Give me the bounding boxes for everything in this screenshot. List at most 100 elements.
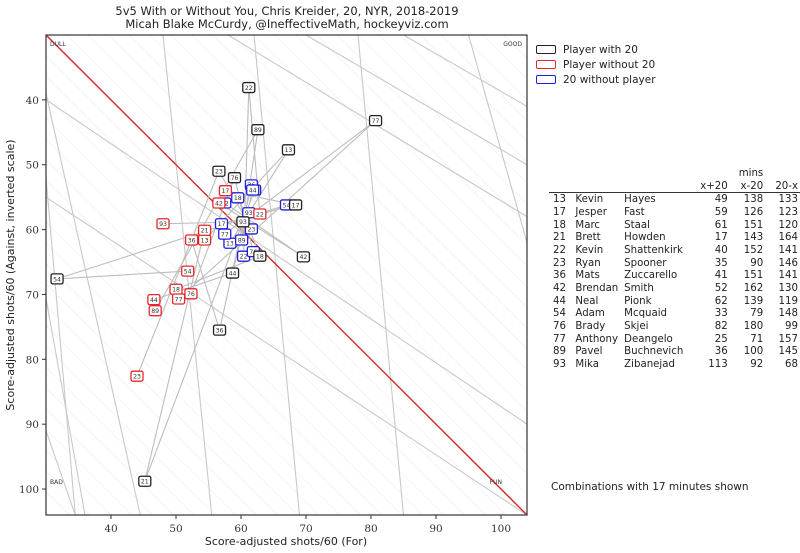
corner-label-good: GOOD xyxy=(503,41,522,48)
faint-guide-line xyxy=(461,35,527,101)
player-number: 21 xyxy=(553,232,566,244)
marker-player-with-20-21: 21 xyxy=(138,475,152,487)
legend-item-20-without: 20 without player xyxy=(536,72,656,87)
mins-20-without: 146 xyxy=(778,257,798,269)
player-number: 77 xyxy=(553,333,566,345)
last-name: Staal xyxy=(624,219,650,231)
roster-row: 76 Brady Skjei 82 180 99 xyxy=(549,320,800,333)
marker-label: 36 xyxy=(216,328,224,335)
roster-row: 44 Neal Pionk 62 139 119 xyxy=(549,295,800,308)
col-header: 20-x xyxy=(765,179,800,194)
y-tick-label: 70 xyxy=(26,289,39,301)
mins-20-without: 119 xyxy=(778,295,798,307)
y-tick-label: 60 xyxy=(26,225,39,237)
mins-with: 41 xyxy=(714,270,728,282)
mins-with: 17 xyxy=(714,232,728,244)
marker-label: 22 xyxy=(245,85,253,92)
mins-20-without: 141 xyxy=(778,270,798,282)
faint-guide-line xyxy=(46,221,341,515)
faint-guide-line xyxy=(46,242,320,515)
marker-label: 54 xyxy=(184,269,192,276)
mins-with: 52 xyxy=(714,283,728,295)
marker-box xyxy=(288,199,303,211)
marker-player-without-20-54: 54 xyxy=(181,265,195,277)
marker-box xyxy=(181,265,195,277)
marker-label: 13 xyxy=(285,147,293,154)
mins-with: 49 xyxy=(714,194,728,206)
mins-with: 33 xyxy=(714,308,728,320)
x-tick-label: 80 xyxy=(364,523,377,535)
marker-box xyxy=(171,293,186,305)
first-name: Mika xyxy=(575,359,600,371)
contour-line xyxy=(46,298,86,515)
marker-label: 13 xyxy=(201,237,209,244)
mins-player-without: 90 xyxy=(750,257,764,269)
marker-label: 54 xyxy=(53,276,61,283)
player-number: 18 xyxy=(553,219,566,231)
marker-20-without-player-17: 17 xyxy=(214,218,229,230)
marker-player-without-20-13: 13 xyxy=(197,234,212,246)
marker-player-with-20-89: 89 xyxy=(251,124,265,136)
last-name: Shattenkirk xyxy=(624,244,683,256)
marker-box xyxy=(130,370,144,382)
marker-player-with-20-17: 17 xyxy=(288,199,303,211)
marker-player-without-20-76: 76 xyxy=(184,288,198,300)
faint-guide-line xyxy=(128,35,527,433)
marker-20-without-player-18: 18 xyxy=(231,192,245,204)
legend-label: Player with 20 xyxy=(563,43,638,56)
marker-player-with-20-13: 13 xyxy=(281,144,296,156)
marker-player-without-20-44: 44 xyxy=(147,293,161,306)
mins-with: 25 xyxy=(714,333,728,345)
contour-line xyxy=(46,430,76,515)
contour-line xyxy=(403,35,527,107)
mins-20-without: 130 xyxy=(778,283,798,295)
contour-line xyxy=(46,99,527,425)
last-name: Deangelo xyxy=(624,333,673,345)
contour-line xyxy=(357,35,405,515)
marker-label: 77 xyxy=(175,296,183,303)
marker-label: 89 xyxy=(151,308,159,315)
connector-21 xyxy=(144,230,206,482)
roster-row: 89 Pavel Buchnevich 36 100 145 xyxy=(549,346,800,359)
roster-row: 77 Anthony Deangelo 25 71 157 xyxy=(549,333,800,346)
marker-label: 36 xyxy=(188,237,196,244)
marker-label: 89 xyxy=(254,127,262,134)
marker-box xyxy=(212,165,226,177)
marker-20-without-player-77: 77 xyxy=(218,228,232,240)
x-tick-label: 90 xyxy=(429,523,442,535)
last-name: Spooner xyxy=(624,257,667,269)
mins-with: 36 xyxy=(714,346,728,358)
player-number: 76 xyxy=(553,321,566,333)
marker-player-without-20-17: 17 xyxy=(218,185,233,197)
first-name: Brett xyxy=(575,232,601,244)
markers: 13 17 18 21 22 23 36 42 44 54 76 77 89 93 13 17 18 21 22 23… xyxy=(50,81,383,487)
y-tick-label: 50 xyxy=(26,160,39,172)
faint-guide-line xyxy=(46,97,466,515)
marker-box xyxy=(197,224,212,236)
marker-label: 93 xyxy=(239,219,247,226)
mins-20-without: 164 xyxy=(778,232,798,244)
mins-with: 61 xyxy=(714,219,728,231)
mins-20-without: 133 xyxy=(778,194,798,206)
marker-label: 76 xyxy=(231,175,239,182)
connector-89 xyxy=(154,129,259,311)
marker-player-with-20-44: 44 xyxy=(225,267,240,279)
marker-label: 77 xyxy=(221,232,229,239)
contour-line xyxy=(46,177,76,515)
first-name: Adam xyxy=(575,308,605,320)
roster-row: 93 Mika Zibanejad 113 92 68 xyxy=(549,358,800,371)
roster-row: 21 Brett Howden 17 143 164 xyxy=(549,231,800,244)
player-number: 23 xyxy=(553,257,566,269)
faint-guide-line xyxy=(46,263,299,515)
roster-row: 13 Kevin Hayes 49 138 133 xyxy=(549,193,800,206)
x-axis: 40 50 60 70 80 90 100 xyxy=(104,515,511,535)
x-tick-label: 70 xyxy=(299,523,312,535)
marker-label: 77 xyxy=(372,118,380,125)
roster-row: 36 Mats Zuccarello 41 151 141 xyxy=(549,270,800,283)
mins-player-without: 180 xyxy=(743,321,764,333)
y-axis: 40 50 60 70 80 90 100 xyxy=(19,95,46,496)
marker-label: 17 xyxy=(218,221,226,228)
faint-guide-line xyxy=(46,117,445,515)
marker-box xyxy=(227,172,242,184)
marker-box xyxy=(253,208,267,220)
